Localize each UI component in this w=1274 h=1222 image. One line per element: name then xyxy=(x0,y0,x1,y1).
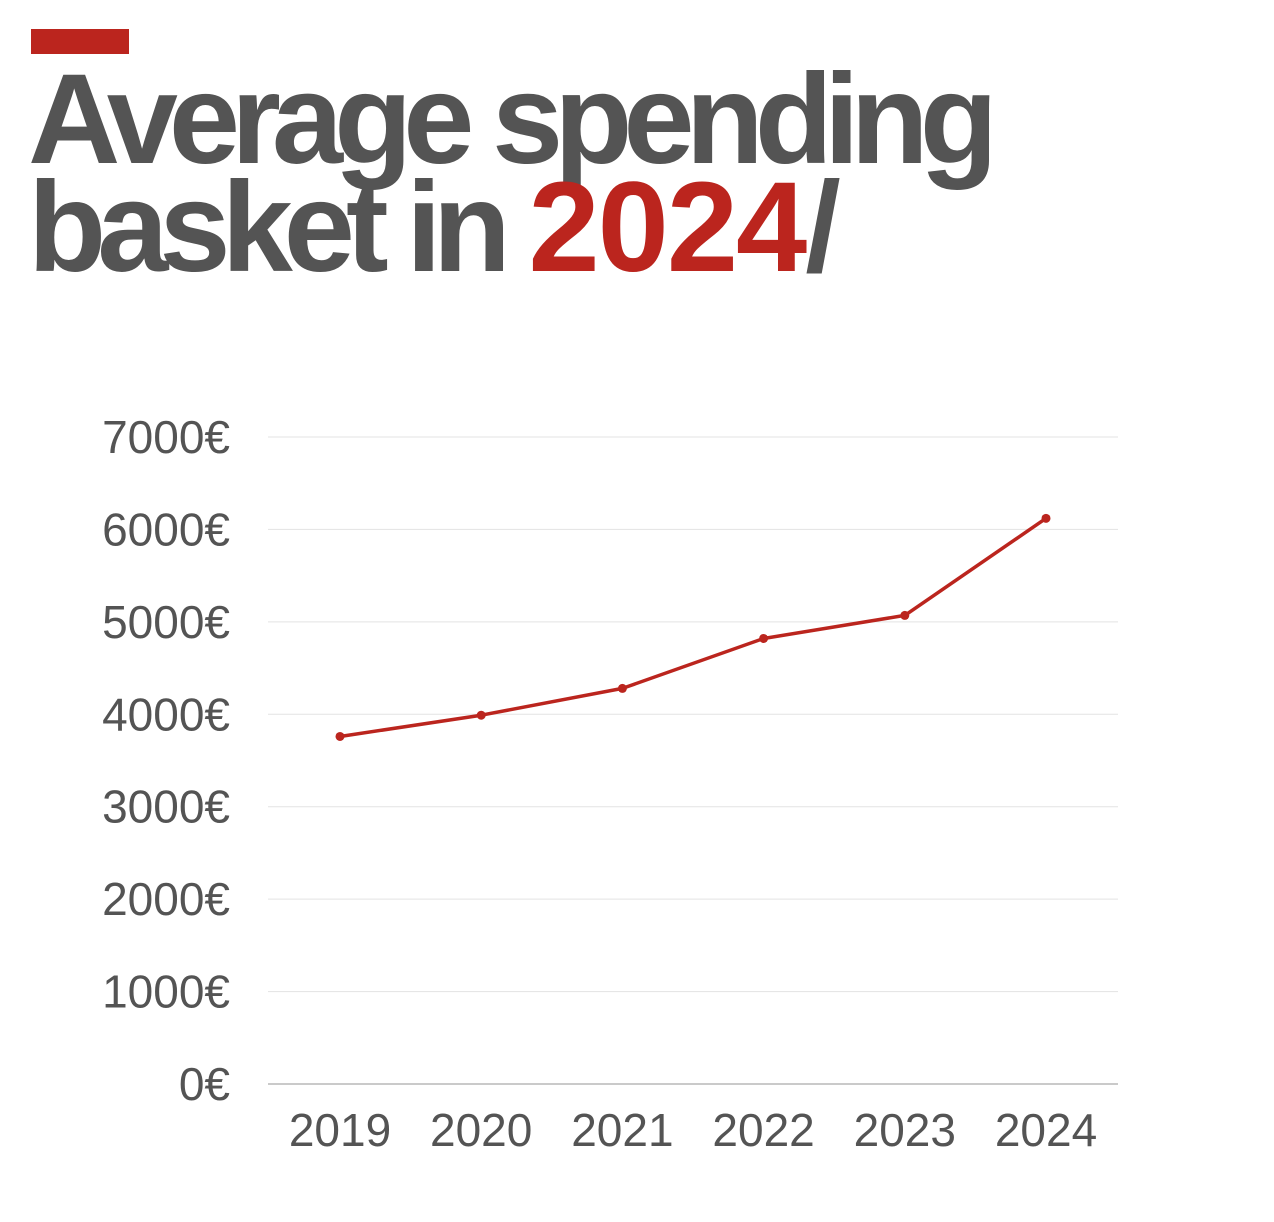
y-tick-label: 1000€ xyxy=(102,966,230,1018)
y-tick-label: 5000€ xyxy=(102,596,230,648)
data-point xyxy=(476,710,486,720)
series-line xyxy=(338,516,1048,739)
x-tick-label: 2023 xyxy=(854,1104,956,1156)
data-point xyxy=(617,683,627,693)
chart-title: Average spending basket in 2024/ xyxy=(28,56,998,292)
y-tick-label: 4000€ xyxy=(102,688,230,740)
data-point xyxy=(335,731,345,741)
accent-bar xyxy=(31,29,129,54)
title-line-2: basket in xyxy=(28,156,529,299)
data-point xyxy=(1041,513,1051,523)
x-tick-label: 2021 xyxy=(571,1104,673,1156)
x-tick-label: 2022 xyxy=(712,1104,814,1156)
y-tick-label: 2000€ xyxy=(102,873,230,925)
data-point xyxy=(759,633,769,643)
y-tick-label: 7000€ xyxy=(102,411,230,463)
title-suffix: / xyxy=(805,156,841,299)
x-tick-label: 2020 xyxy=(430,1104,532,1156)
x-tick-label: 2024 xyxy=(995,1104,1097,1156)
y-tick-label: 3000€ xyxy=(102,781,230,833)
data-point xyxy=(900,610,910,620)
title-year-highlight: 2024 xyxy=(528,156,807,299)
y-tick-label: 6000€ xyxy=(102,503,230,555)
x-tick-label: 2019 xyxy=(289,1104,391,1156)
y-tick-label: 0€ xyxy=(179,1058,230,1110)
title-line-1: Average spending xyxy=(28,48,998,191)
